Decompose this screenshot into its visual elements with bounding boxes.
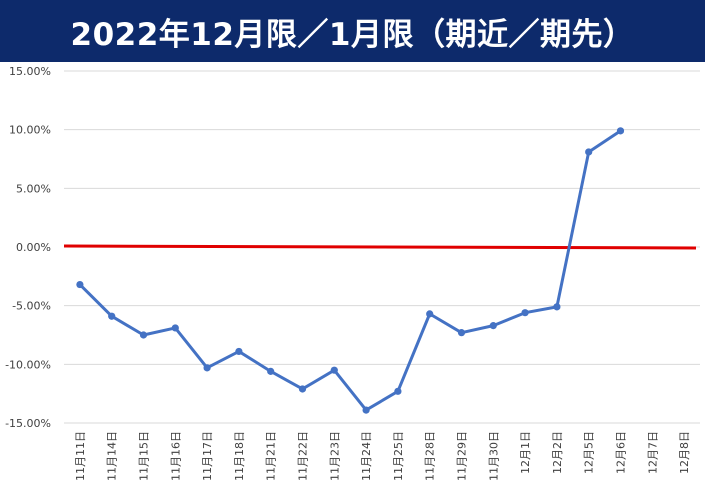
series-layer <box>76 127 625 414</box>
x-tick-label: 11月18日 <box>233 431 246 481</box>
y-tick-label: 0.00% <box>16 241 51 254</box>
x-tick-label: 12月8日 <box>678 431 691 474</box>
data-point <box>362 406 370 414</box>
y-axis-ticks: 15.00% 10.00% 5.00% 0.00% -5.00% -10.00% -15.0… <box>5 65 51 430</box>
data-point <box>267 367 275 375</box>
x-tick-label: 12月7日 <box>646 431 659 474</box>
x-tick-label: 12月5日 <box>583 431 596 474</box>
zero-reference-line <box>63 244 697 250</box>
data-point <box>394 387 402 395</box>
x-axis-ticks: 11月11日 11月14日 11月15日 11月16日 11月17日 11月18日 11月2… <box>74 431 691 481</box>
data-point <box>235 347 243 356</box>
x-tick-label: 11月22日 <box>297 431 310 481</box>
line-chart: 15.00% 10.00% 5.00% 0.00% -5.00% -10.00% -15.0… <box>5 65 700 481</box>
y-tick-label: 5.00% <box>16 182 51 195</box>
x-tick-label: 11月11日 <box>74 431 87 481</box>
data-point <box>457 329 466 337</box>
series-line <box>78 129 622 412</box>
x-tick-label: 12月1日 <box>519 431 532 474</box>
x-tick-label: 11月17日 <box>201 431 214 481</box>
data-point <box>426 310 434 318</box>
y-tick-label: 15.00% <box>9 65 51 78</box>
x-tick-label: 11月16日 <box>169 431 182 481</box>
y-tick-label: 10.00% <box>9 124 51 137</box>
x-tick-label: 12月6日 <box>615 431 628 474</box>
y-tick-label: -5.00% <box>12 300 51 313</box>
data-point <box>521 309 529 317</box>
y-tick-label: -15.00% <box>5 417 51 430</box>
data-point <box>489 322 497 330</box>
data-point <box>298 385 307 393</box>
x-tick-label: 11月14日 <box>106 431 119 481</box>
data-point <box>76 280 84 289</box>
x-tick-label: 11月15日 <box>138 431 151 481</box>
x-tick-label: 11月29日 <box>456 431 469 481</box>
chart-title: 2022年12月限／1月限（期近／期先） <box>70 16 635 53</box>
data-point <box>203 364 211 372</box>
x-tick-label: 11月25日 <box>392 431 405 481</box>
data-point <box>553 303 561 311</box>
data-point <box>139 331 148 339</box>
x-tick-label: 11月24日 <box>360 431 373 481</box>
y-tick-label: -10.00% <box>5 358 51 371</box>
x-tick-label: 11月21日 <box>265 431 278 481</box>
data-point <box>171 324 179 332</box>
x-tick-label: 11月28日 <box>424 431 437 481</box>
data-point <box>585 148 593 156</box>
data-point <box>616 127 625 135</box>
x-tick-label: 11月23日 <box>328 431 341 481</box>
zero-reference <box>63 244 697 250</box>
data-point <box>330 366 338 374</box>
title-banner: 2022年12月限／1月限（期近／期先） <box>0 0 705 62</box>
x-tick-label: 12月2日 <box>551 431 564 474</box>
data-point <box>108 312 116 320</box>
x-tick-label: 11月30日 <box>487 431 500 481</box>
